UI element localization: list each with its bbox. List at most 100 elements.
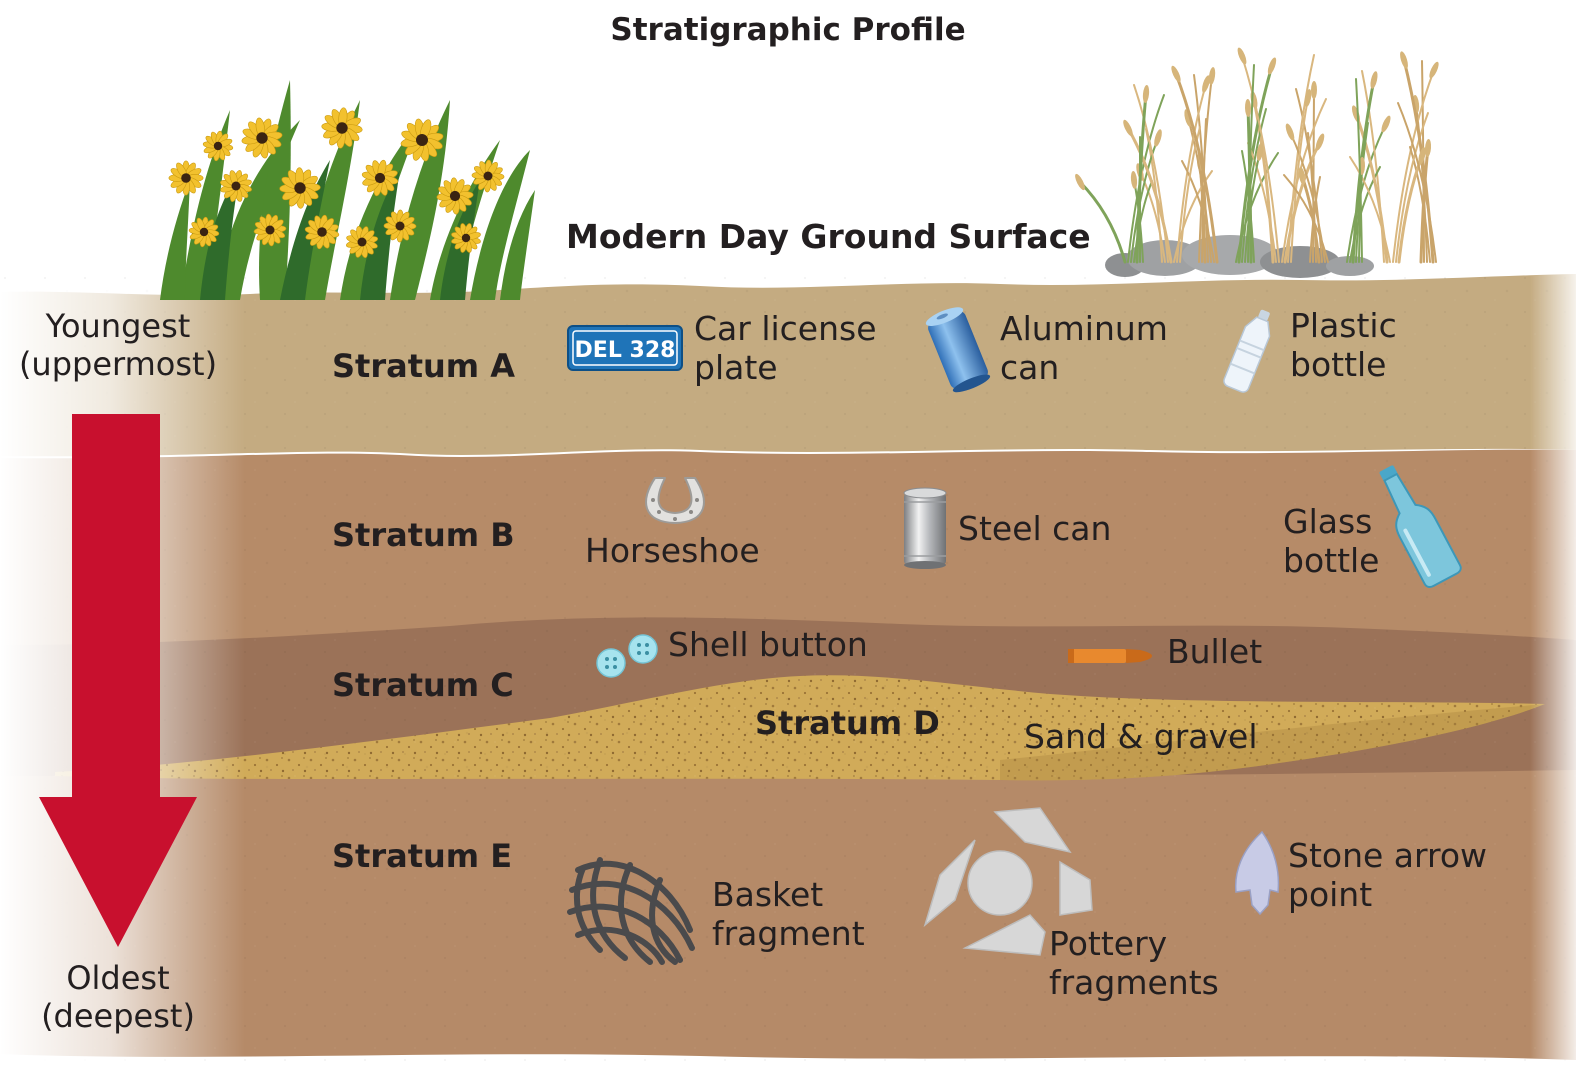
grass-seed-head: [1351, 105, 1361, 123]
grass-seed-head: [1424, 139, 1432, 157]
grass-blade: [1174, 72, 1219, 264]
bullet-icon: [1068, 649, 1152, 663]
grass-blade: [1176, 83, 1207, 263]
flower-head: [188, 216, 220, 248]
stone-arrow-point-icon: [1234, 830, 1280, 916]
flower-head: [400, 118, 444, 162]
flower-heads: [168, 107, 505, 258]
grass-seed-head: [1285, 123, 1295, 141]
grass-seed-head: [1237, 47, 1247, 65]
stratum-d-label: Stratum D: [755, 704, 940, 742]
horseshoe-icon: [645, 477, 705, 524]
stone-arrow-point-label: Stone arrow point: [1288, 836, 1488, 914]
grass-blade: [1349, 166, 1381, 263]
grass-blade: [1290, 97, 1309, 263]
grass-seed-head: [1418, 147, 1426, 165]
plastic-bottle-icon: [1223, 309, 1271, 393]
grass-blade: [1312, 89, 1315, 263]
flower-head: [304, 214, 340, 250]
stratum-b-label: Stratum B: [332, 516, 515, 554]
grass-blade: [1355, 78, 1363, 263]
grass-blade: [1173, 170, 1213, 263]
flowers-icon: [160, 80, 535, 300]
ground-surface-label: Modern Day Ground Surface: [566, 217, 1091, 256]
grass-seed-head: [1075, 173, 1085, 191]
flower-head: [361, 159, 399, 197]
license-plate-icon: DEL 328: [567, 325, 683, 371]
grass-blade: [1409, 146, 1431, 263]
flower-head: [279, 167, 321, 209]
grass-seed-head: [1142, 85, 1150, 103]
pottery-fragments-icon: [923, 807, 1093, 956]
grass-seed-head: [1256, 143, 1264, 161]
grass-blade: [1392, 69, 1435, 263]
grass-blade: [1078, 180, 1127, 264]
horseshoe-label: Horseshoe: [585, 531, 760, 570]
flower-head: [202, 130, 234, 162]
flower-head: [383, 209, 417, 243]
basket-fragment-label: Basket fragment: [712, 875, 865, 953]
shell-button-icon: [596, 634, 658, 678]
grass-blade: [1346, 123, 1387, 263]
flower-head: [253, 213, 287, 247]
grass-blade: [1349, 156, 1391, 263]
grass-seed-head: [1381, 115, 1391, 133]
aluminum-can-label: Aluminum can: [1000, 309, 1168, 387]
grass-blade: [1187, 117, 1212, 263]
grass-seed-head: [1429, 61, 1439, 79]
grass-seed-head: [1244, 99, 1252, 117]
grass-seed-head: [1130, 171, 1138, 189]
oldest-label: Oldest (deepest): [41, 959, 195, 1035]
flower-head: [321, 107, 363, 149]
stratum-e-label: Stratum E: [332, 837, 513, 875]
grass-blade: [1241, 150, 1255, 263]
grass-blade: [1247, 142, 1277, 263]
flower-head: [168, 160, 204, 196]
basket-fragment-icon: [567, 857, 695, 965]
grass-blade: [1287, 54, 1315, 263]
grass-blade: [1126, 126, 1173, 264]
flower-head: [346, 226, 378, 258]
grass-blade: [1193, 74, 1209, 263]
soil-texture: [0, 270, 1576, 1070]
grass-seed-head: [1400, 51, 1408, 69]
grass-seed-head: [1154, 129, 1162, 147]
stratum-c-label: Stratum C: [332, 666, 514, 704]
grass-blade: [1307, 132, 1317, 263]
aluminum-can-icon: [925, 307, 991, 393]
grass-seed-head: [1123, 119, 1133, 137]
steel-can-icon: [903, 487, 947, 569]
grass-blade: [1133, 180, 1153, 263]
bullet-label: Bullet: [1167, 632, 1263, 671]
right-fade: [1530, 270, 1576, 1076]
flower-head: [241, 117, 283, 159]
stratum-a-label: Stratum A: [332, 347, 516, 385]
pottery-fragments-label: Pottery fragments: [1049, 924, 1219, 1002]
grass-blade: [1241, 108, 1267, 263]
grass-seed-head: [1202, 75, 1210, 93]
glass-bottle-icon: [1379, 465, 1462, 588]
steel-can-label: Steel can: [958, 509, 1112, 548]
flower-head: [471, 159, 505, 193]
glass-bottle-label: Glass bottle: [1283, 502, 1380, 580]
grass-blade: [1283, 174, 1329, 263]
grass-blade: [1361, 70, 1385, 263]
flower-head: [451, 223, 481, 253]
plastic-bottle-label: Plastic bottle: [1290, 306, 1397, 384]
grass-seed-head: [1315, 133, 1325, 151]
grass-blade: [1397, 102, 1437, 263]
youngest-label: Youngest (uppermost): [18, 307, 218, 383]
grass-seed-head: [1208, 67, 1216, 85]
grass-blade: [1139, 171, 1166, 263]
flower-head: [220, 170, 252, 202]
grass-seed-head: [1304, 89, 1312, 107]
flower-head: [436, 177, 474, 215]
grass-blade: [1395, 112, 1429, 263]
grass-seed-head: [1171, 65, 1181, 83]
grass-blade: [1241, 55, 1280, 263]
age-arrow: [39, 414, 197, 947]
grass-icon: [1075, 47, 1439, 264]
grass-seed-head: [1310, 81, 1318, 99]
grass-blade: [1246, 106, 1253, 264]
